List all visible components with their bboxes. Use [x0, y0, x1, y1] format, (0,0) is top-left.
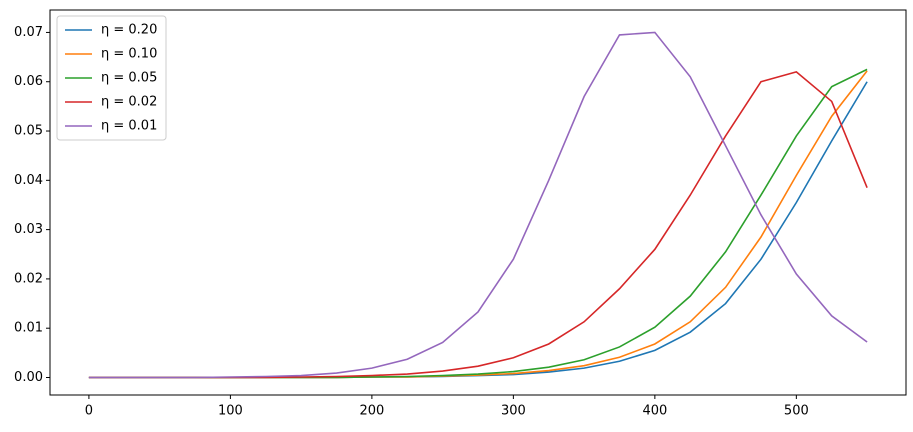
y-tick-label: 0.04 [14, 173, 43, 188]
x-tick-label: 400 [642, 404, 667, 419]
y-tick-label: 0.02 [14, 271, 43, 286]
legend-box [56, 15, 167, 141]
legend-label: η = 0.05 [101, 71, 157, 86]
x-tick-label: 200 [359, 404, 384, 419]
legend-label: η = 0.01 [101, 119, 157, 134]
axes-frame [49, 9, 907, 396]
y-tick-label: 0.05 [14, 124, 43, 139]
legend-label: η = 0.10 [101, 47, 157, 62]
legend-label: η = 0.02 [101, 95, 157, 110]
x-tick-label: 0 [85, 404, 93, 419]
y-tick-label: 0.00 [14, 370, 43, 385]
x-tick-label: 100 [218, 404, 243, 419]
series-line [88, 81, 868, 379]
series-line [88, 31, 868, 379]
legend-label: η = 0.20 [101, 23, 157, 38]
y-tick-label: 0.07 [14, 25, 43, 40]
x-tick-label: 500 [784, 404, 809, 419]
y-tick-label: 0.06 [14, 74, 43, 89]
y-tick-label: 0.01 [14, 321, 43, 336]
series-line [88, 70, 868, 379]
y-tick-label: 0.03 [14, 222, 43, 237]
series-line [88, 70, 868, 379]
series-line [88, 68, 868, 379]
x-tick-label: 300 [501, 404, 526, 419]
